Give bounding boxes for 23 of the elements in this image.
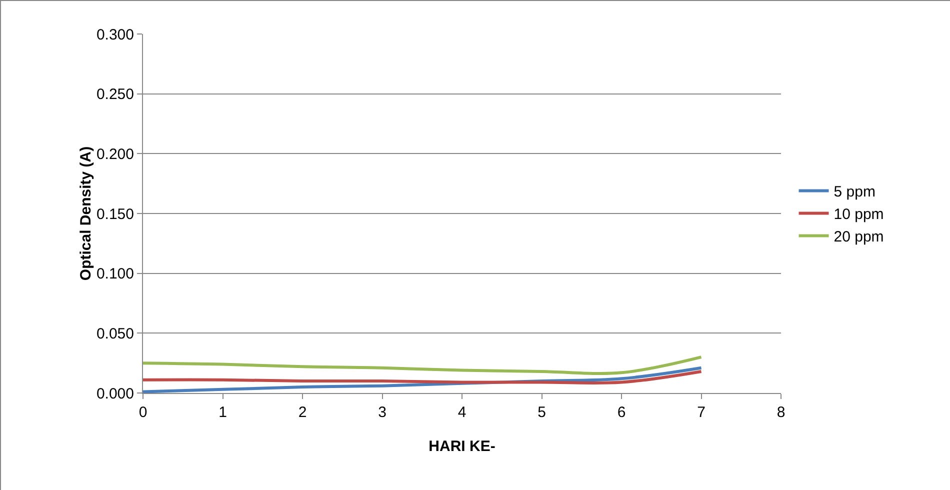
line-series xyxy=(143,356,703,376)
y-tick-label: 0.200 xyxy=(96,146,134,163)
line-series xyxy=(143,370,703,385)
legend-label: 5 ppm xyxy=(834,184,876,201)
x-tick-label: 5 xyxy=(538,404,546,421)
x-tick-label: 1 xyxy=(218,404,227,421)
legend-label: 10 ppm xyxy=(834,206,884,224)
y-tick-label: 0.250 xyxy=(96,86,134,104)
x-tick-label: 3 xyxy=(378,404,386,421)
x-tick-label: 2 xyxy=(298,404,307,421)
legend-label: 20 ppm xyxy=(834,228,884,246)
x-axis-title: HARI KE- xyxy=(428,438,496,455)
x-tick-label: 0 xyxy=(138,404,148,421)
x-tick-label: 6 xyxy=(617,404,626,421)
y-tick-label: 0.300 xyxy=(96,26,134,44)
y-tick-label: 0.100 xyxy=(96,266,134,283)
x-tick-label: 8 xyxy=(776,404,786,421)
x-tick-label: 7 xyxy=(697,404,706,421)
y-tick-label: 0.000 xyxy=(96,385,134,402)
y-tick-label: 0.150 xyxy=(96,206,134,223)
y-tick-label: 0.050 xyxy=(96,325,134,342)
x-tick-label: 4 xyxy=(458,404,466,421)
y-axis-title: Optical Density (A) xyxy=(77,146,94,281)
